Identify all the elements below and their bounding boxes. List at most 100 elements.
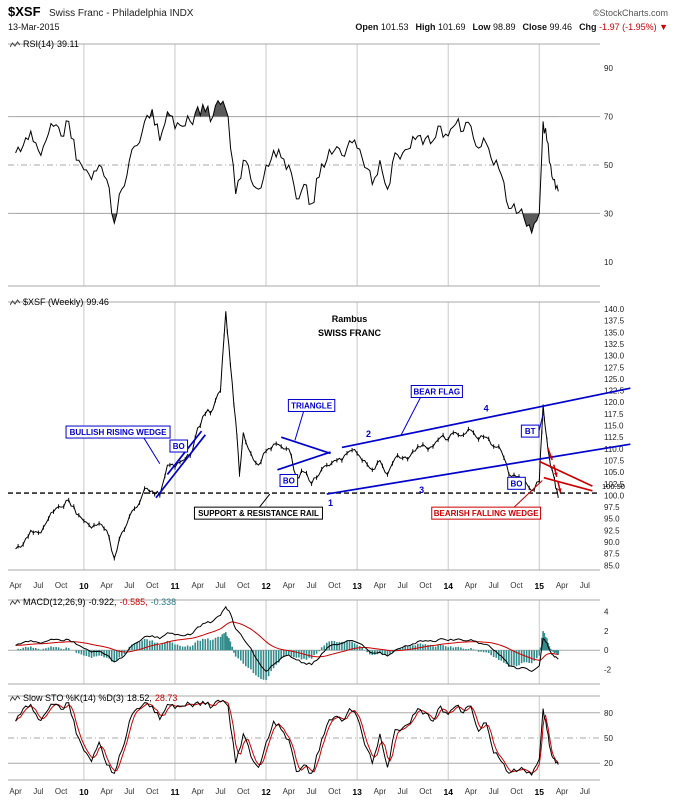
macd-histogram xyxy=(17,631,560,680)
x-axis-month-label: Oct xyxy=(237,581,250,590)
x-axis-year-label: 11 xyxy=(170,787,180,797)
y-axis-tick-label: 135.0 xyxy=(604,328,625,337)
y-axis-tick-label: 92.5 xyxy=(604,526,620,535)
trendline xyxy=(277,451,331,471)
x-axis-month-label: Jul xyxy=(306,581,317,590)
x-axis-month-label: Apr xyxy=(191,581,204,590)
y-axis-tick-label: 50 xyxy=(604,734,613,743)
x-axis-month-label: Oct xyxy=(145,581,159,590)
trendline xyxy=(155,434,207,499)
y-axis-tick-label: -2 xyxy=(604,666,612,675)
callout-text: BO xyxy=(511,479,523,488)
stochastic-panel: 80 50 20 xyxy=(8,695,613,781)
y-axis-tick-label: 0 xyxy=(604,646,609,655)
callout-box xyxy=(520,424,540,438)
ohlc-quote-strip: Open 101.53 High 101.69 Low 98.89 Close 99.… xyxy=(348,22,668,32)
y-axis-tick-label: 140.0 xyxy=(604,305,625,314)
x-axis-year-label: 14 xyxy=(443,787,453,797)
x-axis-year-label: 15 xyxy=(534,581,545,591)
y-axis-tick-label: 105.0 xyxy=(604,468,625,477)
chart-annotation-text: SWISS FRANC xyxy=(318,328,382,338)
title-box: $XSF Swiss Franc - Philadelphia INDX xyxy=(8,3,193,21)
callout-text: BT xyxy=(525,427,536,436)
x-axis-month-label: Apr xyxy=(282,581,296,590)
x-axis-month-label: Oct xyxy=(419,581,432,590)
stochastic-d-line xyxy=(15,700,559,774)
wave-number: 1 xyxy=(328,498,333,508)
quote-value: 99.46 xyxy=(547,22,573,32)
x-axis-month-label: Oct xyxy=(510,787,523,796)
quote-value: 101.53 xyxy=(378,22,409,32)
x-axis-month-label: Jul xyxy=(33,787,44,796)
x-axis-year-label: 10 xyxy=(79,581,89,591)
wave-number: 4 xyxy=(484,404,489,414)
x-axis-month-label: Apr xyxy=(100,787,113,796)
x-axis-year-label: 13 xyxy=(352,787,362,797)
x-axis-month-label: Jul xyxy=(579,787,590,796)
x-axis-month-label: Jul xyxy=(124,581,135,590)
trendline xyxy=(326,443,631,495)
y-axis-tick-label: 2 xyxy=(604,627,609,636)
x-axis-month-label: Apr xyxy=(464,581,478,590)
x-axis-top: Apr Jul Oct 10 Apr Jul Oct 11 Apr Jul Oct 12 Apr Jul O… xyxy=(0,580,674,594)
indicator-value: -0.338 xyxy=(150,597,177,607)
quote-label: High xyxy=(415,22,436,32)
trendline xyxy=(538,460,593,487)
quote-label: Open xyxy=(355,22,379,32)
x-axis-bottom: Apr Jul Oct 10 Apr Jul Oct 11 Apr Jul Oct 12 Apr Jul O… xyxy=(0,786,674,800)
macd-panel-label: MACD(12,26,9) -0.922, -0.585, -0.338 xyxy=(9,597,179,607)
callout-box xyxy=(431,506,542,520)
wave-number: 3 xyxy=(419,485,424,495)
x-axis-month-label: Apr xyxy=(191,787,204,796)
y-axis-tick-label: 117.5 xyxy=(604,410,624,419)
y-axis-tick-label: 30 xyxy=(604,209,613,218)
callout-connector xyxy=(258,493,271,509)
y-axis-tick-label: 50 xyxy=(604,161,613,170)
indicator-name: MACD(12,26,9) xyxy=(23,597,86,607)
callout-connector xyxy=(538,413,544,431)
callout-text: TRIANGLE xyxy=(291,401,333,410)
x-axis-month-label: Oct xyxy=(328,581,341,590)
callout-text: SUPPORT & RESISTANCE RAIL xyxy=(198,509,319,518)
macd-panel: 4 2 0 -2 xyxy=(8,599,612,685)
callout-box xyxy=(65,425,171,439)
y-axis-tick-label: 125.0 xyxy=(604,375,625,384)
x-axis-month-label: Jul xyxy=(215,581,226,590)
callout-connector xyxy=(142,436,161,464)
x-axis-year-label: 14 xyxy=(443,581,453,591)
callout-text: BEAR FLAG xyxy=(413,387,460,396)
x-axis-month-label: Oct xyxy=(237,787,250,796)
callout-connector xyxy=(294,409,305,441)
y-axis-tick-label: 137.5 xyxy=(604,317,625,326)
callout-box xyxy=(287,398,336,412)
indicator-value: -0.922, xyxy=(88,597,117,607)
y-axis-tick-label: 70 xyxy=(604,113,613,122)
x-axis-month-label: Apr xyxy=(555,787,569,796)
x-axis-month-label: Apr xyxy=(373,787,387,796)
callout-text: BEARISH FALLING WEDGE xyxy=(434,509,540,518)
indicator-value: 18.52, xyxy=(126,693,152,703)
x-axis-month-label: Jul xyxy=(488,581,499,590)
x-axis-month-label: Apr xyxy=(9,581,22,590)
indicator-value: 28.73 xyxy=(154,693,178,703)
x-axis-year-label: 11 xyxy=(170,581,180,591)
indicator-name: RSI(14) xyxy=(23,39,55,49)
x-axis-year-label: 12 xyxy=(261,787,271,797)
y-axis-tick-label: 100.0 xyxy=(604,491,625,500)
x-axis-month-label: Oct xyxy=(145,787,159,796)
indicator-value: 99.46 xyxy=(86,297,109,307)
rsi-panel-label: RSI(14) 39.11 xyxy=(9,39,82,49)
y-axis-tick-label: 97.5 xyxy=(604,503,620,512)
y-axis-tick-label: 112.5 xyxy=(604,433,624,442)
x-axis-month-label: Jul xyxy=(33,581,44,590)
quote-value: 98.89 xyxy=(490,22,516,32)
stochastic-k-line xyxy=(15,699,559,776)
trendline xyxy=(280,436,331,455)
price-panel-label: $XSF (Weekly) 99.46 xyxy=(9,297,112,307)
price-line xyxy=(15,311,559,560)
x-axis-month-label: Oct xyxy=(328,787,341,796)
callout-box xyxy=(279,474,299,488)
x-axis-month-label: Apr xyxy=(373,581,387,590)
down-arrow-head xyxy=(557,488,562,493)
header-quote-row: 13-Mar-2015 Open 101.53 High 101.69 Low 98… xyxy=(0,21,674,32)
